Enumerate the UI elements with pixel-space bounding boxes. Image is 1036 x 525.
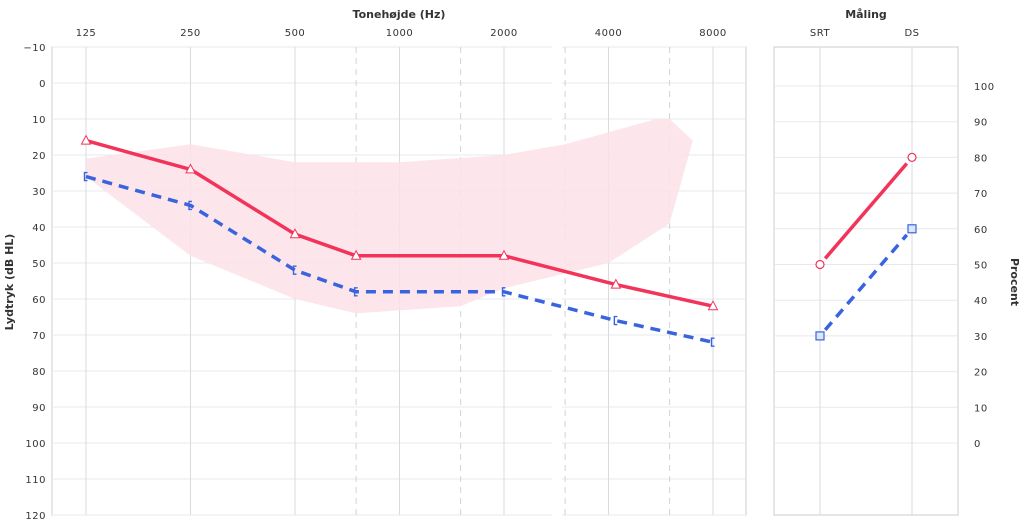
measurement-y-tick-label: 30 xyxy=(974,332,988,343)
audiogram-x-tick-label: 500 xyxy=(285,28,306,39)
audiogram-y-tick-label: 40 xyxy=(32,223,46,234)
audiogram-bracket-marker xyxy=(292,265,297,275)
measurement-y-tick-label: 70 xyxy=(974,189,988,200)
audiogram-bracket-marker xyxy=(83,171,88,182)
measurement-x-tick-label: DS xyxy=(904,28,919,39)
audiogram-triangle-marker xyxy=(289,228,301,239)
measurement-y-axis-label: Procent xyxy=(1008,258,1021,306)
measurement-y-tick-label: 50 xyxy=(974,261,988,272)
audiogram-y-tick-label: 0 xyxy=(39,79,46,90)
audiogram-y-tick-label: 20 xyxy=(32,151,46,162)
audiogram-x-tick-label: 8000 xyxy=(699,28,726,39)
audiogram-y-tick-label: 30 xyxy=(32,187,46,198)
audiogram-y-tick-label: 80 xyxy=(32,367,46,378)
audiogram-bracket-marker xyxy=(613,315,618,326)
measurement-circle-marker xyxy=(815,259,825,270)
audiogram-title: Tonehøjde (Hz) xyxy=(353,8,446,21)
audiogram-y-tick-label: −10 xyxy=(23,43,46,54)
audiogram-x-tick-label: 4000 xyxy=(595,28,622,39)
audiogram-y-tick-label: 90 xyxy=(32,403,46,414)
measurement-circle-marker xyxy=(907,152,917,162)
measurement-square-marker xyxy=(815,331,825,341)
measurement-y-tick-label: 100 xyxy=(974,82,995,93)
measurement-y-tick-label: 40 xyxy=(974,296,988,307)
measurement-series-line-0 xyxy=(823,162,909,260)
audiogram-x-tick-label: 125 xyxy=(76,28,97,39)
audiogram-triangle-marker xyxy=(610,278,622,289)
audiogram-x-tick-label: 1000 xyxy=(386,28,413,39)
audiogram-y-tick-label: 70 xyxy=(32,331,46,342)
audiogram-y-axis-label: Lydtryk (dB HL) xyxy=(3,234,16,331)
measurement-plot-frame xyxy=(773,46,959,516)
audiogram-x-tick-label: 250 xyxy=(180,28,201,39)
measurement-y-tick-label: 10 xyxy=(974,403,988,414)
audiogram-triangle-marker xyxy=(707,300,719,311)
measurement-square-marker xyxy=(907,224,917,234)
audiogram-triangle-marker xyxy=(498,249,510,260)
measurement-y-tick-label: 80 xyxy=(974,153,988,164)
audiogram-y-tick-label: 120 xyxy=(25,511,46,522)
audiogram-y-tick-label: 50 xyxy=(32,259,46,270)
audiogram-triangle-marker xyxy=(80,134,92,145)
measurement-title: Måling xyxy=(845,8,887,21)
measurement-y-tick-label: 0 xyxy=(974,439,981,450)
audiogram-y-tick-label: 10 xyxy=(32,115,46,126)
audiogram-bracket-marker xyxy=(353,287,358,297)
audiogram-bracket-marker xyxy=(710,337,715,347)
audiogram-y-tick-label: 110 xyxy=(25,475,46,486)
measurement-series-line-1 xyxy=(823,233,909,331)
audiogram-y-tick-label: 60 xyxy=(32,295,46,306)
audiogram-series-line-1 xyxy=(85,174,714,344)
measurement-y-tick-label: 90 xyxy=(974,118,988,129)
audiogram-bracket-marker xyxy=(188,200,192,211)
measurement-y-tick-label: 60 xyxy=(974,225,988,236)
measurement-y-tick-label: 20 xyxy=(974,368,988,379)
audiogram-x-tick-label: 2000 xyxy=(490,28,517,39)
audiogram-shaded-area xyxy=(86,119,693,314)
measurement-x-tick-label: SRT xyxy=(810,28,831,39)
audiogram-y-tick-label: 100 xyxy=(25,439,46,450)
audiogram-bracket-marker xyxy=(501,287,506,297)
audiogram-axis-break xyxy=(552,45,562,517)
audiogram-triangle-marker xyxy=(185,163,196,174)
audiogram-triangle-marker xyxy=(350,249,362,260)
